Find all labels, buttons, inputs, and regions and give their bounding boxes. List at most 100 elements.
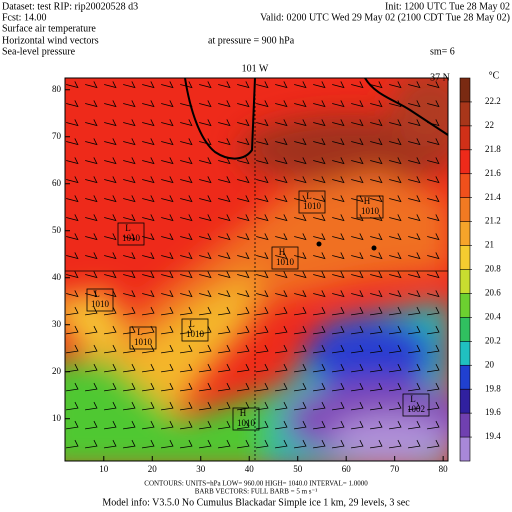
wind-barb: [332, 382, 345, 392]
wind-barb: [427, 138, 440, 146]
wind-barb: [104, 439, 117, 449]
wind-barb: [370, 439, 383, 449]
wind-barb: [180, 81, 193, 89]
wind-barb: [199, 100, 212, 108]
wind-barb: [275, 325, 288, 335]
x-tick-label: 30: [196, 464, 206, 474]
wind-barb: [85, 119, 98, 127]
wind-barb: [85, 176, 98, 184]
wind-barb: [199, 252, 212, 260]
field-name: Surface air temperature: [2, 23, 96, 34]
wind-barb: [389, 439, 402, 449]
wind-barb: [389, 138, 402, 146]
wind-barb: [408, 195, 421, 203]
wind-barb: [313, 363, 326, 373]
pressure-box: [117, 222, 145, 246]
wind-barb: [351, 290, 364, 298]
pressure-type: L: [137, 327, 143, 337]
wind-barb: [66, 420, 79, 430]
wind-barb: [275, 119, 288, 127]
wind-barb: [161, 420, 174, 430]
pressure-value: 1010: [122, 233, 141, 243]
wind-barb: [408, 176, 421, 184]
pressure-box: [129, 326, 157, 350]
colorbar-label: 20: [485, 359, 495, 369]
wind-barb: [142, 233, 155, 241]
wind-barb: [237, 100, 250, 108]
colorbar-label: 21.8: [485, 144, 501, 154]
wind-barb: [180, 100, 193, 108]
wind-barb: [294, 138, 307, 146]
wind-barb: [66, 233, 79, 241]
colorbar-label: 20.2: [485, 335, 501, 345]
wind-barb: [351, 325, 364, 335]
wind-barb: [85, 252, 98, 260]
wind-barb: [161, 306, 174, 316]
x-tick-label: 40: [245, 464, 255, 474]
wind-barb: [256, 344, 269, 354]
colorbar-segment: [460, 101, 470, 127]
wind-barb: [218, 306, 231, 316]
wind-barb: [123, 195, 136, 203]
colorbar-segment: [460, 437, 470, 462]
wind-barb: [427, 252, 440, 260]
wind-barb: [199, 344, 212, 354]
wind-barb: [408, 290, 421, 298]
wind-barb: [313, 157, 326, 165]
wind-barb: [142, 325, 155, 335]
wind-barb: [104, 344, 117, 354]
pressure-box: [232, 407, 260, 431]
wind-barb: [294, 233, 307, 241]
pressure-type: L: [94, 289, 100, 299]
wind-barb: [142, 138, 155, 146]
x-tick-label: 50: [293, 464, 303, 474]
wind-barb: [275, 252, 288, 260]
wind-barb: [389, 100, 402, 108]
wind-barb: [142, 344, 155, 354]
colorbar-label: 19.4: [485, 431, 501, 441]
wind-barb: [142, 363, 155, 373]
wind-barb: [427, 363, 440, 373]
x-tick-label: 70: [390, 464, 400, 474]
wind-barb: [123, 306, 136, 316]
wind-barb: [389, 290, 402, 298]
wind-barb: [104, 271, 117, 279]
wind-barb: [332, 439, 345, 449]
pressure-value: 1010: [361, 206, 380, 216]
wind-barb: [161, 290, 174, 298]
colorbar-segment: [460, 125, 470, 151]
wind-barb: [199, 214, 212, 222]
colorbar-segment: [460, 78, 470, 103]
wind-barb: [66, 176, 79, 184]
wind-barb: [275, 157, 288, 165]
wind-barb: [85, 306, 98, 316]
wind-barb: [332, 325, 345, 335]
wind-barb: [370, 401, 383, 411]
wind-barb: [237, 363, 250, 373]
wind-barb: [199, 233, 212, 241]
wind-barb: [66, 195, 79, 203]
wind-barb: [237, 157, 250, 165]
wind-barb: [218, 439, 231, 449]
pressure-type: H: [240, 408, 247, 418]
wind-barb: [123, 176, 136, 184]
wind-barb: [389, 401, 402, 411]
wind-barb: [85, 81, 98, 89]
wind-barb: [123, 420, 136, 430]
wind-barb: [66, 439, 79, 449]
wind-barb: [199, 306, 212, 316]
wind-barb: [104, 214, 117, 222]
wind-barb: [66, 401, 79, 411]
wind-barb: [256, 176, 269, 184]
contour-info: CONTOURS: UNITS=hPa LOW= 960.00 HIGH= 10…: [144, 480, 368, 488]
wind-barb: [370, 344, 383, 354]
wind-barb: [66, 363, 79, 373]
wind-barb: [351, 382, 364, 392]
wind-barb: [370, 100, 383, 108]
wind-barb: [275, 401, 288, 411]
wind-barb: [370, 119, 383, 127]
wind-barb: [256, 420, 269, 430]
wind-barb: [351, 176, 364, 184]
wind-barb: [256, 439, 269, 449]
wind-barb: [332, 271, 345, 279]
